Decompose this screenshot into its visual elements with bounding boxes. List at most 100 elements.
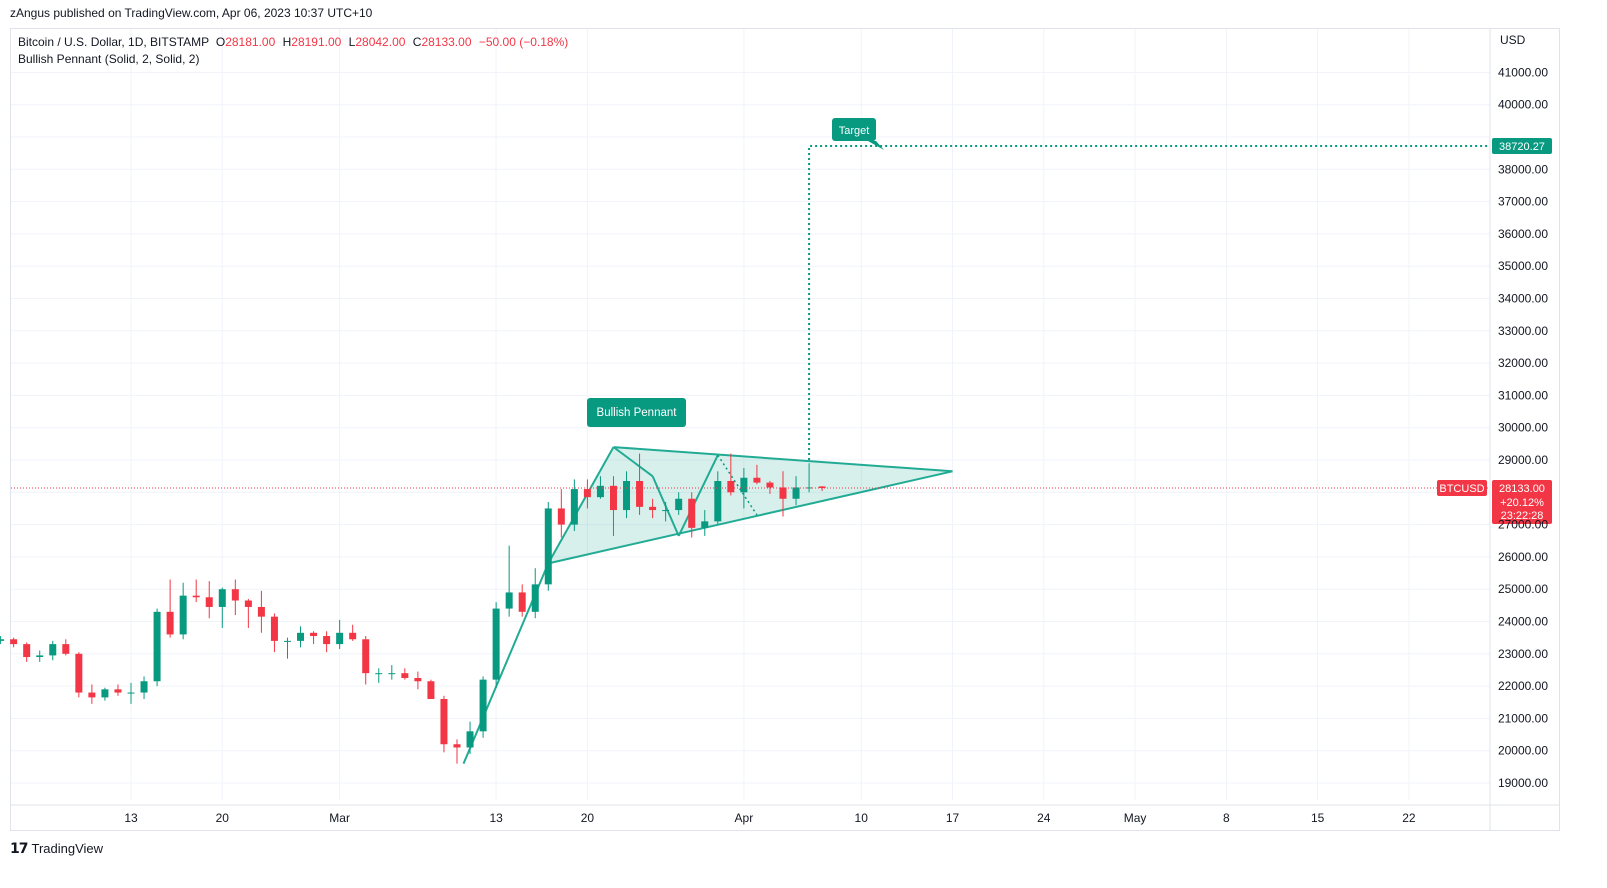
y-tick-label: 23000.00 (1498, 647, 1548, 661)
pattern-layer (462, 446, 953, 765)
x-tick-label: 13 (124, 811, 138, 825)
x-axis: 13 20 Mar 13 20 Apr 10 17 24 May 8 15 22 (124, 811, 1416, 825)
candle-body (218, 589, 226, 607)
candle-body (753, 477, 761, 483)
high-label: H (282, 35, 292, 49)
current-price-text: 28133.00 (1499, 483, 1545, 495)
tv-logo-icon: 𝟭𝟳 (10, 840, 29, 856)
y-tick-label: 32000.00 (1498, 356, 1548, 370)
target-badge-pointer (868, 141, 884, 150)
pennant-upper-line (613, 446, 953, 473)
x-tick-label: 17 (946, 811, 960, 825)
x-tick-label: 20 (216, 811, 230, 825)
currency-label[interactable]: USD (1500, 33, 1526, 47)
candle-body (179, 595, 187, 635)
candle-body (466, 731, 474, 748)
candle-body (192, 595, 200, 598)
y-tick-label: 25000.00 (1498, 582, 1548, 596)
high-value: 28191.00 (291, 35, 342, 49)
target-line (808, 145, 1490, 460)
candle-body (557, 508, 565, 525)
y-tick-label: 36000.00 (1498, 227, 1548, 241)
candle-body (36, 655, 44, 658)
candle-body (310, 632, 318, 637)
candle-body (401, 673, 409, 679)
candle-body (114, 689, 122, 693)
candle-body (127, 692, 135, 694)
chart-legend: Bitcoin / U.S. Dollar, 1D, BITSTAMP O281… (18, 34, 568, 68)
candle-body (636, 480, 644, 507)
candles (0, 453, 826, 764)
candle-body (231, 589, 239, 601)
open-label: O (215, 35, 226, 49)
candle-body (544, 508, 552, 585)
x-tick-label: May (1124, 811, 1147, 825)
candle-body (818, 486, 826, 489)
candle-body (362, 639, 370, 674)
y-tick-label: 37000.00 (1498, 195, 1548, 209)
y-tick-label: 29000.00 (1498, 453, 1548, 467)
x-tick-label: 24 (1037, 811, 1051, 825)
candle-body (779, 487, 787, 499)
candle-body (531, 584, 539, 612)
current-change-text: +20.12% (1500, 497, 1544, 509)
candle-body (675, 498, 683, 511)
target-label: Target (839, 125, 870, 137)
y-tick-label: 41000.00 (1498, 65, 1548, 79)
x-tick-label: 20 (581, 811, 595, 825)
candle-body (62, 644, 70, 654)
x-tick-label: 15 (1311, 811, 1325, 825)
x-tick-label: Mar (329, 811, 350, 825)
x-tick-label: 8 (1223, 811, 1230, 825)
pennant-dotted-line (717, 454, 758, 516)
low-value: 28042.00 (355, 35, 406, 49)
open-value: 28181.00 (225, 35, 276, 49)
y-tick-label: 30000.00 (1498, 421, 1548, 435)
candle-body (453, 744, 461, 748)
candle-body (518, 592, 526, 612)
y-tick-label: 24000.00 (1498, 615, 1548, 629)
candle-body (766, 482, 774, 488)
candle-body (0, 639, 5, 641)
target-price-tag (1492, 138, 1552, 155)
change-value: −50.00 (−0.18%) (478, 35, 569, 49)
candle-body (323, 636, 331, 645)
y-axis: 19000.00 20000.00 21000.00 22000.00 23000.00… (1498, 65, 1548, 790)
candle-body (205, 597, 213, 607)
target-price-text: 38720.27 (1499, 141, 1545, 153)
candle-body (388, 673, 396, 675)
close-value: 28133.00 (421, 35, 472, 49)
x-tick-label: Apr (735, 811, 754, 825)
candle-body (336, 632, 344, 645)
indicator-row[interactable]: Bullish Pennant (Solid, 2, Solid, 2) (18, 52, 200, 66)
symbol-name[interactable]: Bitcoin / U.S. Dollar, 1D, BITSTAMP (18, 35, 210, 49)
y-tick-label: 34000.00 (1498, 292, 1548, 306)
x-tick-label: 10 (855, 811, 869, 825)
candle-body (609, 485, 617, 511)
candle-body (440, 699, 448, 745)
y-tick-label: 38000.00 (1498, 162, 1548, 176)
candle-body (596, 485, 604, 498)
candle-body (623, 480, 631, 511)
candle-body (23, 644, 31, 658)
y-tick-label: 35000.00 (1498, 259, 1548, 273)
y-tick-label: 19000.00 (1498, 776, 1548, 790)
pennant-zigzag-line (677, 454, 719, 537)
footer[interactable]: 𝟭𝟳 TradingView (10, 840, 103, 857)
candle-body (414, 678, 422, 682)
candle-body (166, 611, 174, 635)
candle-body (427, 681, 435, 700)
candle-body (10, 639, 18, 645)
candle-body (649, 506, 657, 511)
candle-body (49, 644, 57, 656)
candle-body (257, 606, 265, 617)
footer-brand: TradingView (31, 841, 104, 856)
low-label: L (348, 35, 356, 49)
pennant-zigzag-line (612, 446, 654, 477)
pennant-left-line (547, 446, 615, 564)
y-tick-label: 33000.00 (1498, 324, 1548, 338)
candle-body (283, 640, 291, 642)
candle-body (140, 681, 148, 693)
x-tick-label: 13 (489, 811, 503, 825)
